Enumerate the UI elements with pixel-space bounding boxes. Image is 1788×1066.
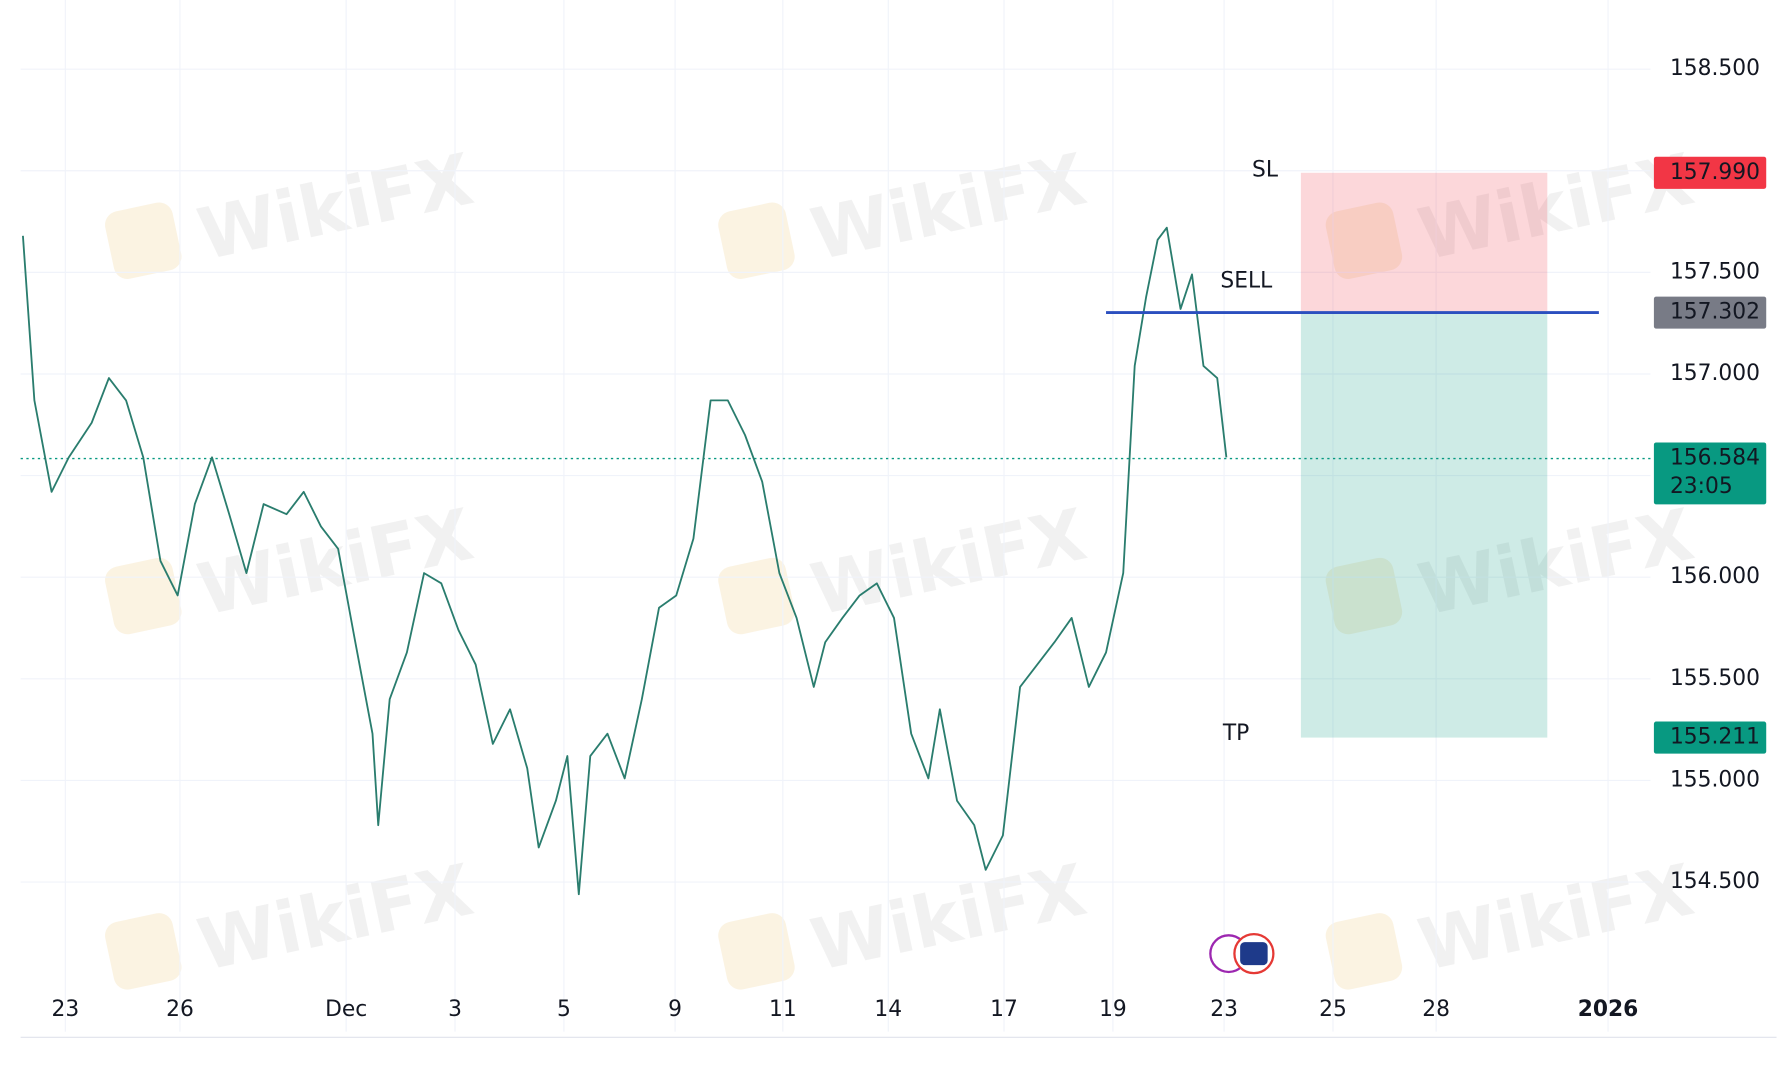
y-tick-label: 157.500 (1670, 259, 1760, 284)
x-tick-label: 19 (1099, 997, 1127, 1022)
x-tick-label: 23 (51, 997, 79, 1022)
y-tick-label: 158.500 (1670, 56, 1760, 81)
stop-loss-zone (1300, 172, 1548, 313)
y-tick-label: 156.000 (1670, 564, 1760, 589)
current-price-tag-label: 156.584 (1670, 446, 1760, 471)
x-tick-label: 26 (166, 997, 194, 1022)
entry-tag-label: 157.302 (1670, 300, 1760, 325)
take-profit-tag-label: 155.211 (1670, 725, 1760, 750)
y-tick-label: 154.500 (1670, 869, 1760, 894)
x-tick-label: 25 (1319, 997, 1347, 1022)
take-profit-zone (1300, 312, 1548, 738)
watermark-logo (105, 557, 182, 635)
take-profit-name: TP (1222, 721, 1249, 746)
watermark-logo (1325, 913, 1403, 990)
countdown: 23:05 (1670, 474, 1733, 499)
watermark-logo (718, 913, 795, 990)
x-tick-label: Dec (325, 997, 367, 1022)
x-tick-label: 14 (874, 997, 902, 1022)
y-tick-label: 155.000 (1670, 767, 1760, 792)
stop-loss-tag (1653, 156, 1767, 189)
current-price-tag (1653, 442, 1767, 505)
watermark-logo (105, 913, 182, 990)
x-tick-label: 11 (769, 997, 797, 1022)
x-tick-label: 17 (990, 997, 1018, 1022)
stop-loss-tag-label: 157.990 (1670, 160, 1760, 185)
watermark-logo (1325, 202, 1403, 279)
x-tick-label: 2026 (1578, 997, 1639, 1022)
watermark-logo (718, 202, 795, 279)
stop-loss-name: SL (1252, 157, 1279, 182)
y-tick-label: 157.000 (1670, 361, 1760, 386)
price-line (22, 226, 1228, 896)
watermark-logo (105, 202, 182, 279)
take-profit-tag (1653, 721, 1767, 754)
entry-name: SELL (1220, 269, 1273, 294)
event-icons (1209, 933, 1275, 975)
x-tick-label: 5 (557, 997, 571, 1022)
x-tick-label: 9 (668, 997, 682, 1022)
entry-tag (1653, 296, 1767, 329)
y-tick-label: 155.500 (1670, 666, 1760, 691)
x-tick-label: 23 (1210, 997, 1238, 1022)
x-tick-label: 3 (448, 997, 462, 1022)
watermark-logo (718, 557, 795, 635)
x-tick-label: 28 (1422, 997, 1450, 1022)
